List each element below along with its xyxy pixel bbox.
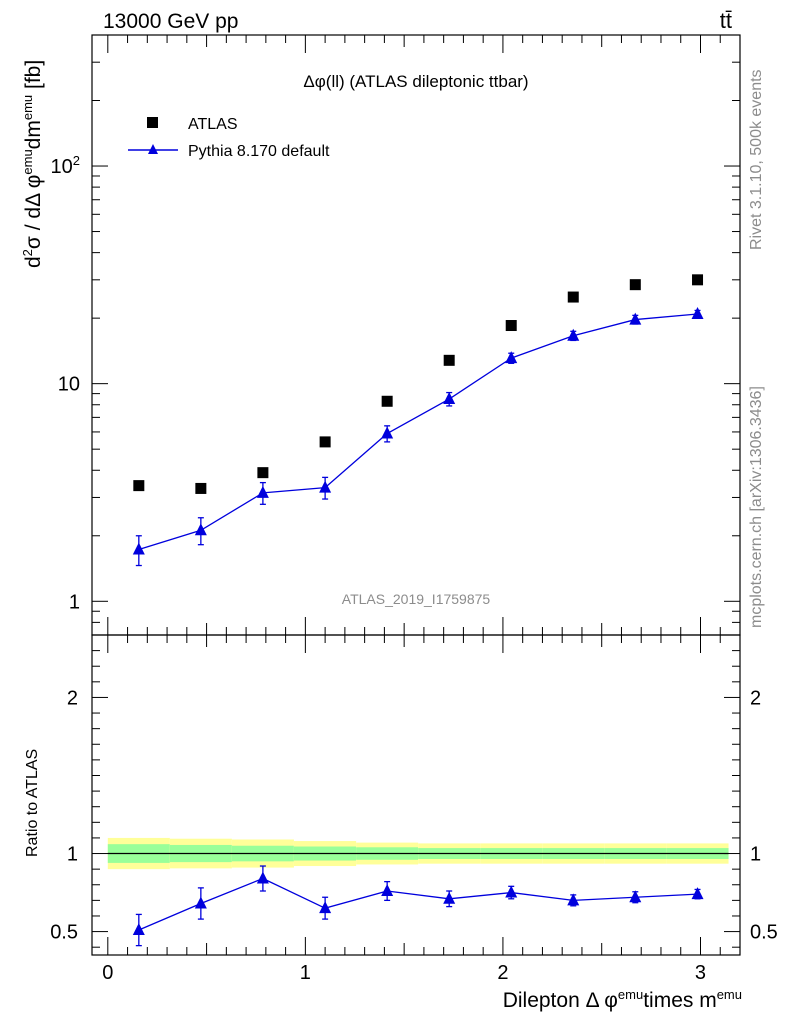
atlas-point [257,467,269,479]
x-tick-labels: 0 1 2 3 [102,962,706,984]
ratio-y-tick-label: 1 [67,844,78,866]
mc-point [691,306,704,319]
ratio-y-tick-label: 0.5 [50,922,78,944]
main-y-tick-label: 1 [69,591,80,613]
ratio-y-tick-label-right: 1 [750,844,761,866]
ratio-y-axis-label: Ratio to ATLAS [24,749,41,857]
x-tick-label: 1 [300,962,311,984]
ratio-mc-point [256,871,269,884]
atlas-point [629,279,641,291]
legend-mc-label: Pythia 8.170 default [188,143,330,160]
ratio-panel: 0.5 0.5 1 1 2 2 0 1 2 3 Ratio to ATLAS Dilepton … [24,634,778,1012]
atlas-point [567,291,579,303]
main-y-tick-labels: 1 10 102 [51,153,80,613]
x-axis-label: Dilepton Δ φemutimes memu [503,987,742,1012]
ratio-mc-point [567,893,580,906]
mc-point [194,523,207,536]
mc-point [443,392,456,405]
side-text-bottom: mcplots.cern.ch [arXiv:1306.3436] [748,386,765,628]
mc-point [132,542,145,555]
atlas-point [195,482,207,494]
ratio-y-tick-label: 2 [67,687,78,709]
ratio-mc-point [194,896,207,909]
ratio-frame [91,634,741,956]
legend-atlas-marker [147,117,158,128]
ratio-mc-point [319,901,332,914]
mc-point [567,328,580,341]
ratio-axis-ticks [92,634,741,955]
mc-point [629,312,642,325]
main-y-tick-label: 10 [58,374,80,396]
ratio-y-tick-label-right: 2 [750,687,761,709]
main-axis-ticks [92,34,741,636]
x-tick-label: 2 [497,962,508,984]
mc-line [138,313,698,551]
ratio-marks [132,865,704,947]
ratio-mc-line [138,877,698,931]
ratio-uncertainty-bands [107,837,729,870]
atlas-point [133,480,145,492]
header-left: 13000 GeV pp [103,10,238,33]
ratio-y-tick-labels: 0.5 0.5 1 1 2 2 [50,687,778,943]
legend-mc-marker [148,144,158,154]
ratio-y-tick-label-right: 0.5 [750,922,778,944]
legend: ATLAS Pythia 8.170 default [128,116,330,160]
mc-point [381,426,394,439]
main-y-tick-label: 102 [51,153,80,178]
mc-point [319,480,332,493]
legend-atlas-label: ATLAS [188,116,238,133]
main-panel: Δφ(ll) (ATLAS dileptonic ttbar) ATLAS_20… [20,34,741,636]
plot-title: Δφ(ll) (ATLAS dileptonic ttbar) [303,72,528,91]
header-right: tt̄ [720,8,732,33]
atlas-point [505,320,517,332]
watermark: ATLAS_2019_I1759875 [342,591,491,607]
ratio-mc-point [132,923,145,936]
atlas-point [381,395,393,407]
ratio-mc-point [629,890,642,903]
side-text-top: Rivet 3.1.10, 500k events [748,69,765,250]
mc-point [505,351,518,364]
atlas-point [443,354,455,366]
atlas-point [319,436,331,448]
x-tick-label: 0 [102,962,113,984]
mc-point [256,485,269,498]
ratio-mc-point [381,884,394,896]
atlas-point [692,274,704,286]
ratio-mc-point [443,891,456,904]
main-y-axis-label: d2σ / dΔ φemudmemu [fb] [20,60,45,268]
x-tick-label: 3 [695,962,706,984]
ratio-mc-point [505,885,518,898]
main-marks [132,274,704,567]
ratio-mc-point [691,887,704,900]
